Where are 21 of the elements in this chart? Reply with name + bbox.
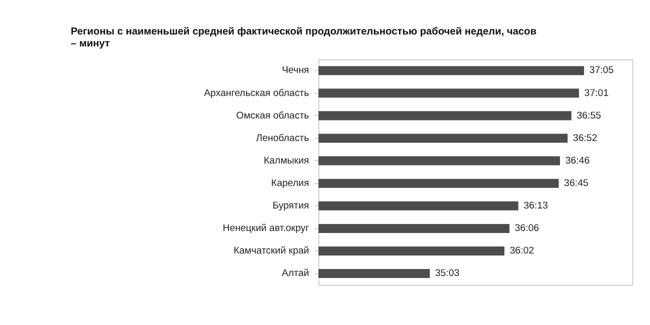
y-tick-label: Карелия <box>271 178 310 189</box>
y-tick-label: Алтай <box>282 268 310 280</box>
y-tick-label: Калмыкия <box>264 155 310 166</box>
data-label: 36:52 <box>572 132 598 144</box>
data-label: 36:02 <box>510 246 534 257</box>
data-label: 37:01 <box>584 88 609 99</box>
y-tick-label: Ленобласть <box>256 132 310 144</box>
data-label: 36:45 <box>564 178 588 189</box>
data-label: 36:13 <box>524 200 548 212</box>
y-tick-label: Бурятия <box>272 200 310 212</box>
y-tick-label: Камчатский край <box>234 246 310 257</box>
data-label: 36:46 <box>565 155 590 166</box>
y-tick-label: Омская область <box>236 110 310 122</box>
y-tick-label: Ненецкий авт.округ <box>222 223 310 234</box>
data-label: 35:03 <box>435 268 460 280</box>
data-label: 36:55 <box>576 110 602 122</box>
y-tick-label: Чечня <box>282 65 310 76</box>
chart-title: Регионы с наименьшей средней фактической продолжительностью рабочей недели, часов – минут <box>70 26 536 50</box>
data-label: 37:05 <box>589 65 614 76</box>
data-label: 36:06 <box>514 223 540 234</box>
y-tick-label: Архангельская область <box>204 88 310 99</box>
